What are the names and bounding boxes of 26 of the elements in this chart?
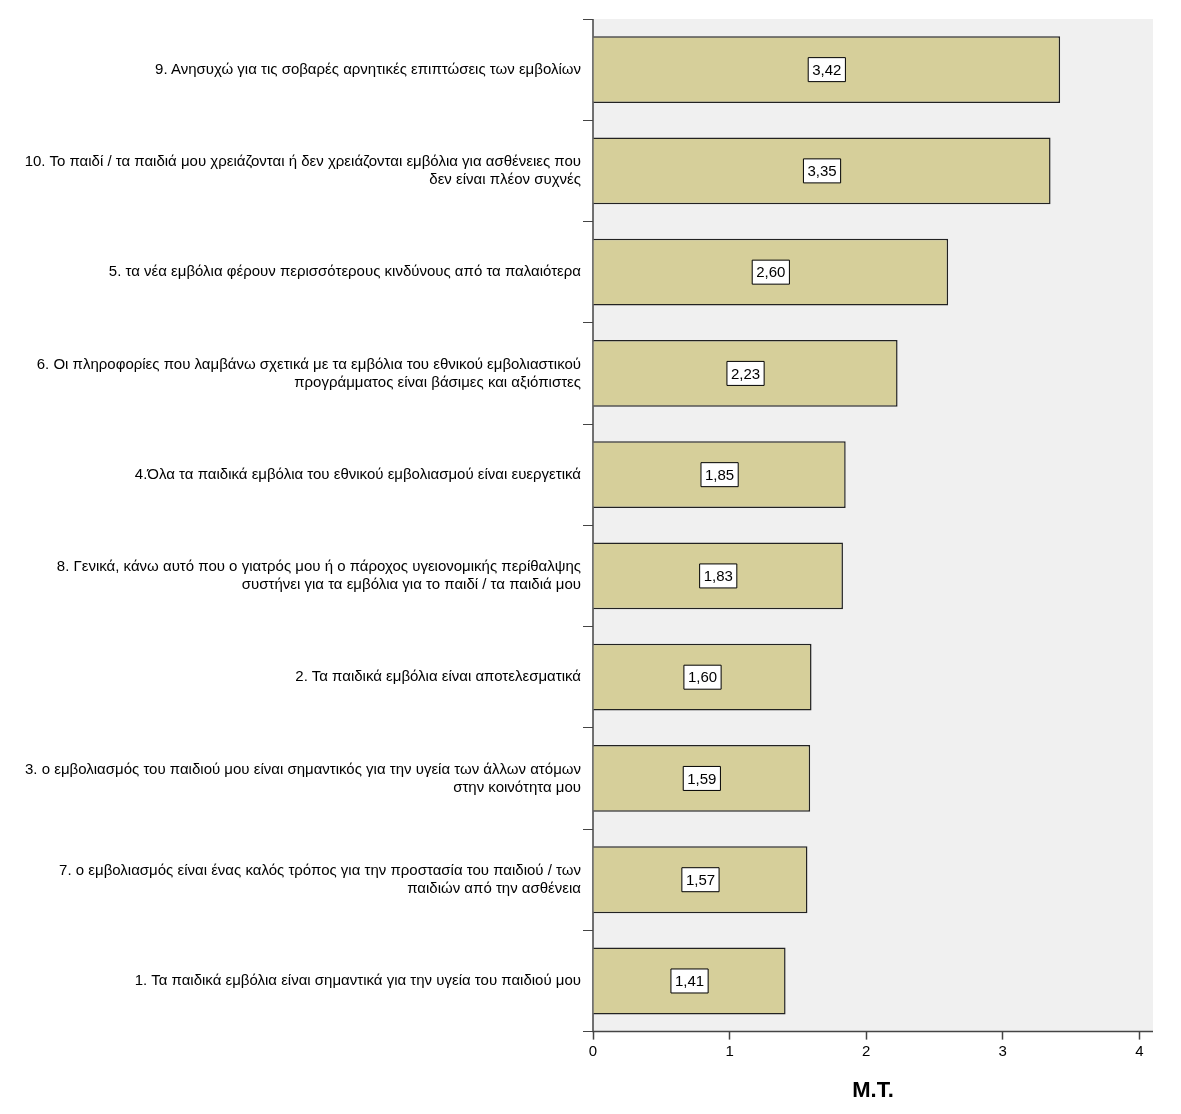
data-label: 1,57 [685, 870, 716, 888]
x-tick-label: 1 [725, 1041, 734, 1059]
data-label: 1,83 [703, 567, 733, 585]
x-tick-label: 3 [998, 1041, 1007, 1059]
y-tick-label: 9. Ανησυχώ για τις σοβαρές αρνητικές επιπτώσεις των εμβολίων [155, 59, 581, 77]
y-tick-label: 5. τα νέα εμβόλια φέρουν περισσότερους κινδύνους από τα παλαιότερα [108, 262, 582, 280]
data-label: 1,41 [674, 972, 705, 990]
data-label: 3,42 [812, 60, 842, 78]
x-tick-label: 4 [1135, 1041, 1144, 1059]
data-label: 2,23 [730, 364, 761, 382]
x-tick-label: 2 [862, 1041, 871, 1059]
y-tick-label: 3. ο εμβολιασμός του παιδιού μου είναι σημαντικός για την υγεία των άλλων ατόμων στην κοινότητα μου [25, 759, 581, 795]
data-label: 3,35 [807, 162, 837, 180]
y-tick-label: 6. Οι πληροφορίες που λαμβάνω σχετικά με τα εμβόλια του εθνικού εμβολιαστικού προγράμματος είναι βάσιμες και αξιόπιστες [36, 354, 581, 390]
data-label: 1,85 [704, 465, 735, 483]
data-label: 1,60 [687, 668, 718, 686]
y-tick-label: 1. Τα παιδικά εμβόλια είναι σημαντικά για την υγεία του παιδιού μου [134, 971, 581, 989]
y-tick-label: 4.Όλα τα παιδικά εμβόλια του εθνικού εμβολιασμού είναι ευεργετικά [134, 464, 582, 482]
data-label: 2,60 [756, 263, 786, 281]
data-label: 1,59 [687, 769, 717, 787]
x-axis-title: M.T. [852, 1076, 894, 1102]
y-tick-label: 2. Τα παιδικά εμβόλια είναι αποτελεσματικά [295, 667, 582, 685]
y-tick-label: 10. Το παιδί / τα παιδιά μου χρειάζονται ή δεν χρειάζονται εμβόλια για ασθένειες που δεν είναι πλέον συχνές [24, 152, 581, 188]
x-tick-label: 0 [588, 1041, 598, 1059]
y-tick-label: 7. ο εμβολιασμός είναι ένας καλός τρόπος για την προστασία του παιδιού / των παιδιών από την ασθένεια [59, 860, 582, 896]
y-tick-label: 8. Γενικά, κάνω αυτό που ο γιατρός μου ή ο πάροχος υγειονομικής περίθαλψης συστήνει για τα εμβόλια για το παιδί / τα παιδιά μου [56, 557, 581, 593]
